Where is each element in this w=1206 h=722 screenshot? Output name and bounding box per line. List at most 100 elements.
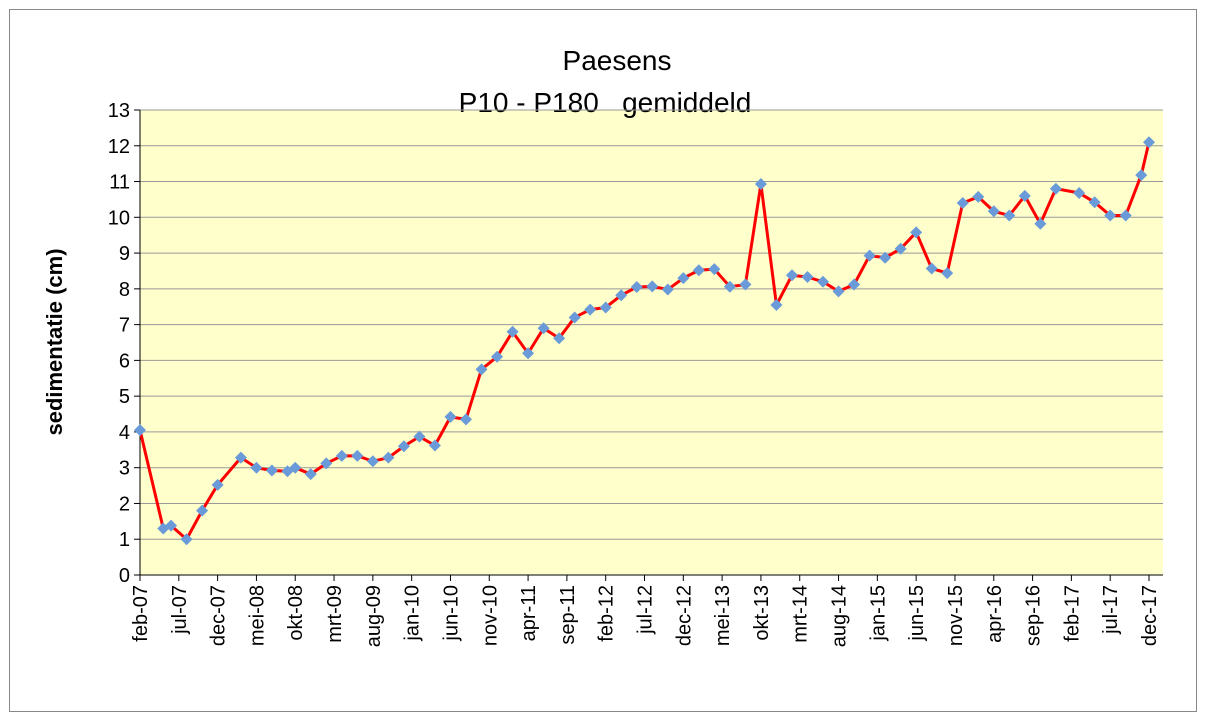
chart-title: Paesens xyxy=(563,45,672,76)
chart-subtitle: P10 - P180 gemiddeld xyxy=(459,87,752,118)
x-tick-label: sep-11 xyxy=(557,585,579,645)
data-point xyxy=(304,468,317,481)
data-point xyxy=(289,461,302,474)
x-tick-label: jun-15 xyxy=(906,585,928,642)
y-tick-label: 7 xyxy=(119,315,130,337)
y-tick-label: 6 xyxy=(119,350,130,372)
data-point xyxy=(1018,189,1031,202)
x-tick-label: feb-07 xyxy=(130,585,152,642)
x-tick-label: jul-17 xyxy=(1100,585,1122,635)
data-point xyxy=(491,350,504,363)
x-tick-label: jan-10 xyxy=(402,585,424,642)
y-tick-label: 12 xyxy=(108,136,130,158)
x-tick-label: feb-17 xyxy=(1061,585,1083,642)
x-tick-label: aug-14 xyxy=(829,585,851,647)
data-point xyxy=(180,533,193,546)
x-tick-label: okt-13 xyxy=(751,585,773,641)
x-tick-label: mrt-09 xyxy=(324,585,346,643)
data-point xyxy=(692,264,705,277)
x-tick-label: nov-10 xyxy=(479,585,501,646)
x-tick-label: mei-13 xyxy=(712,585,734,646)
y-tick-label: 0 xyxy=(119,565,130,587)
x-tick-label: nov-15 xyxy=(945,585,967,646)
data-point xyxy=(397,440,410,453)
plot-area xyxy=(140,110,1163,575)
data-point xyxy=(894,242,907,255)
data-point xyxy=(1088,196,1101,209)
data-point xyxy=(661,283,674,296)
data-point xyxy=(234,451,247,464)
data-point xyxy=(785,269,798,282)
x-tick-label: mrt-14 xyxy=(790,585,812,643)
data-point xyxy=(250,461,263,474)
data-point xyxy=(599,301,612,314)
x-tick-label: aug-09 xyxy=(363,585,385,647)
data-point xyxy=(320,457,333,470)
data-point xyxy=(817,275,830,288)
x-tick-label: jul-12 xyxy=(635,585,657,635)
data-point xyxy=(832,285,845,298)
data-point xyxy=(987,205,1000,218)
x-tick-label: jan-15 xyxy=(867,585,889,642)
x-tick-label: sep-16 xyxy=(1023,585,1045,646)
data-point xyxy=(1104,209,1117,222)
x-tick-label: apr-16 xyxy=(984,585,1006,643)
y-tick-label: 8 xyxy=(119,279,130,301)
data-point xyxy=(537,322,550,335)
data-point xyxy=(584,303,597,316)
x-tick-label: jun-10 xyxy=(440,585,462,642)
y-tick-label: 2 xyxy=(119,493,130,515)
x-tick-label: dec-07 xyxy=(208,585,230,646)
data-point xyxy=(428,439,441,452)
data-point xyxy=(910,226,923,239)
x-tick-label: okt-08 xyxy=(285,585,307,641)
data-point xyxy=(522,347,535,360)
x-tick-label: mei-08 xyxy=(246,585,268,646)
data-point xyxy=(1073,186,1086,199)
data-point xyxy=(925,262,938,275)
data-point xyxy=(848,278,861,291)
x-tick-label: dec-12 xyxy=(673,585,695,646)
y-tick-label: 10 xyxy=(108,207,130,229)
data-point xyxy=(1143,136,1155,149)
data-point xyxy=(863,249,876,262)
data-point xyxy=(754,178,767,191)
data-point xyxy=(630,281,643,294)
y-tick-label: 11 xyxy=(109,172,130,194)
data-point xyxy=(1003,209,1016,222)
data-point xyxy=(211,478,224,491)
data-point xyxy=(351,449,364,462)
x-tick-label: jul-07 xyxy=(169,585,191,635)
y-tick-label: 1 xyxy=(119,529,130,551)
data-point xyxy=(475,363,488,376)
data-point xyxy=(1034,217,1047,230)
data-point xyxy=(134,424,146,437)
data-point xyxy=(506,325,519,338)
data-point xyxy=(568,311,581,324)
data-point xyxy=(1049,182,1062,195)
data-point xyxy=(553,332,566,345)
data-point xyxy=(615,289,628,302)
data-point xyxy=(956,197,969,209)
y-axis-label: sedimentatie (cm) xyxy=(42,248,67,435)
y-tick-label: 3 xyxy=(119,458,130,480)
y-tick-label: 13 xyxy=(108,100,130,122)
data-point xyxy=(972,190,985,203)
y-tick-label: 5 xyxy=(119,386,130,408)
data-point xyxy=(941,267,954,280)
data-point xyxy=(265,464,278,477)
data-point xyxy=(646,280,659,293)
data-point xyxy=(413,430,426,443)
data-point xyxy=(770,298,783,311)
data-point xyxy=(165,519,178,532)
x-tick-label: dec-17 xyxy=(1139,585,1161,646)
x-tick-label: apr-11 xyxy=(518,585,540,641)
data-point xyxy=(459,413,472,426)
data-point xyxy=(444,410,457,423)
data-point xyxy=(708,263,721,276)
data-point xyxy=(382,451,395,464)
data-point xyxy=(723,280,736,293)
data-point xyxy=(335,449,348,462)
x-tick-label: feb-12 xyxy=(596,585,618,642)
